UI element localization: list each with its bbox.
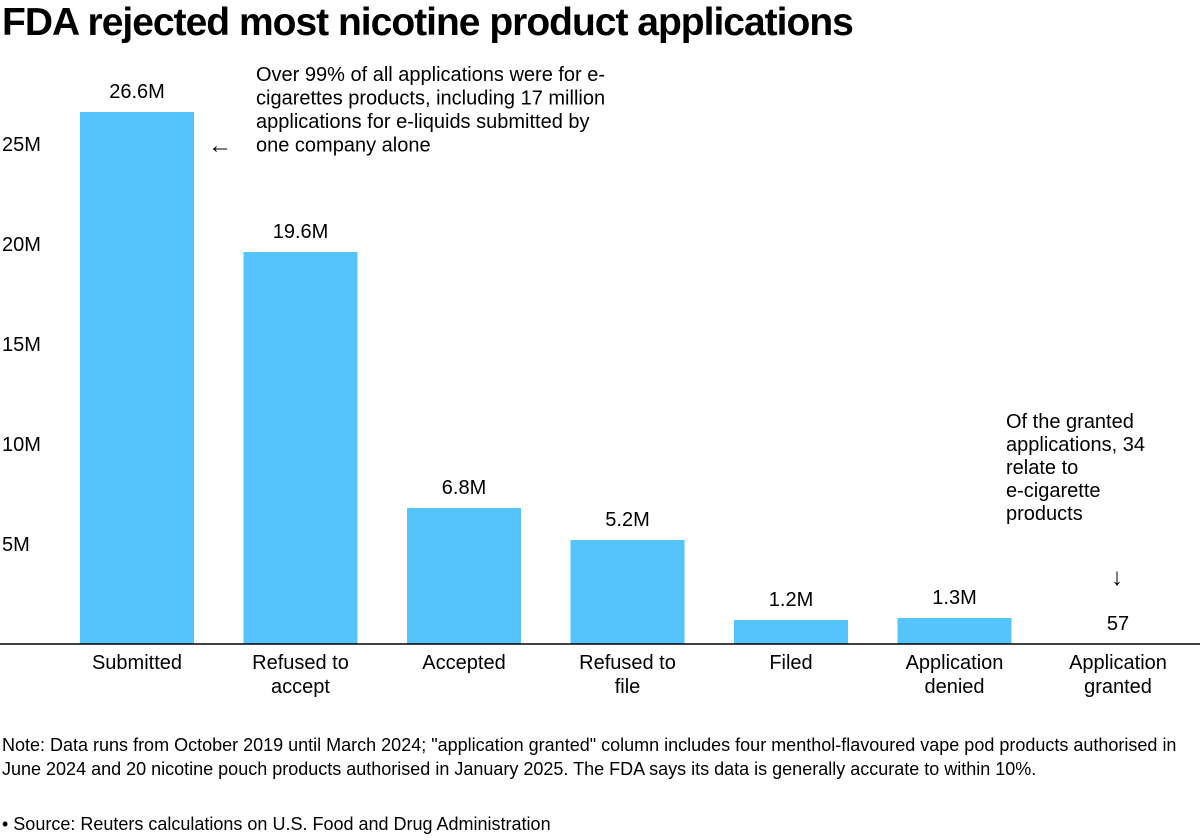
chart-title: FDA rejected most nicotine product appli… [2,1,854,44]
annotation-arrow-left: ← [208,132,232,159]
chart-note: Note: Data runs from October 2019 until … [2,735,1177,779]
data-label: 1.3M [932,587,976,609]
annotation-text: cigarettes products, including 17 millio… [256,88,605,110]
y-tick-label: 10M [2,434,41,456]
annotation-arrow-down: ↓ [1111,564,1123,591]
bar [734,620,848,644]
annotation-text: applications, 34 [1006,434,1145,456]
y-tick-label: 15M [2,334,41,356]
category-label: Accepted [422,652,505,674]
bar [570,540,685,644]
annotation-text: applications for e-liquids submitted by [256,111,590,133]
category-label: denied [924,676,984,698]
category-label: Application [906,652,1004,674]
data-label: 5.2M [605,509,649,531]
category-label: Refused to [579,652,676,674]
annotation-text: relate to [1006,457,1078,479]
data-label: 19.6M [273,221,329,243]
category-label: granted [1084,676,1152,698]
category-label: Filed [769,652,812,674]
annotation-text: e-cigarette [1006,480,1101,502]
category-label: file [615,676,641,698]
data-label: 1.2M [769,589,813,611]
annotation-text: Of the granted [1006,411,1134,433]
annotation-text: products [1006,503,1083,525]
y-tick-label: 20M [2,234,41,256]
annotation-text: Over 99% of all applications were for e- [256,64,605,86]
bar-chart: 5M 10M 15M 20M 25M 26.6M Submitted 19.6M Refused… [0,64,1200,698]
data-label: 57 [1107,613,1129,635]
bar [407,508,521,644]
annotation-text: one company alone [256,135,431,157]
data-label: 6.8M [442,477,486,499]
category-label: Refused to [252,652,349,674]
bar [243,252,358,644]
chart-source: • Source: Reuters calculations on U.S. F… [2,814,551,834]
bar [80,112,194,644]
category-label: Application [1069,652,1167,674]
y-tick-label: 5M [2,534,30,556]
y-tick-label: 25M [2,134,41,156]
data-label: 26.6M [109,81,165,103]
category-label: Submitted [92,652,182,674]
category-label: accept [271,676,330,698]
bar [897,618,1012,644]
